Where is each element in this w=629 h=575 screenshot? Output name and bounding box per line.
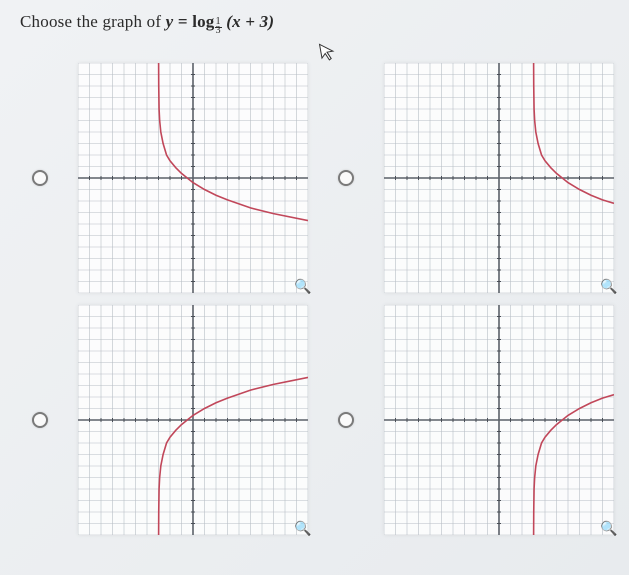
equation-arg: (x + 3)	[226, 12, 274, 31]
radio-option-d[interactable]	[338, 412, 354, 428]
equation-eq: =	[178, 12, 192, 31]
radio-option-a[interactable]	[32, 170, 48, 186]
radio-cell-d	[326, 305, 366, 535]
chart-option-b[interactable]: 🔍	[384, 63, 614, 293]
options-grid: 🔍 🔍 🔍 🔍	[20, 63, 609, 535]
magnify-icon[interactable]: 🔍	[600, 521, 618, 539]
equation-lhs: y	[166, 12, 174, 31]
chart-option-c[interactable]: 🔍	[78, 305, 308, 535]
question-text: Choose the graph of y = log13 (x + 3)	[20, 12, 609, 35]
chart-option-d[interactable]: 🔍	[384, 305, 614, 535]
radio-cell-c	[20, 305, 60, 535]
chart-option-a[interactable]: 🔍	[78, 63, 308, 293]
radio-option-b[interactable]	[338, 170, 354, 186]
equation-func: log	[192, 12, 214, 31]
radio-cell-a	[20, 63, 60, 293]
magnify-icon[interactable]: 🔍	[294, 521, 312, 539]
radio-cell-b	[326, 63, 366, 293]
cursor-icon	[318, 41, 337, 63]
question-prefix: Choose the graph of	[20, 12, 166, 31]
radio-option-c[interactable]	[32, 412, 48, 428]
magnify-icon[interactable]: 🔍	[294, 279, 312, 297]
log-base: 13	[215, 17, 222, 35]
magnify-icon[interactable]: 🔍	[600, 279, 618, 297]
